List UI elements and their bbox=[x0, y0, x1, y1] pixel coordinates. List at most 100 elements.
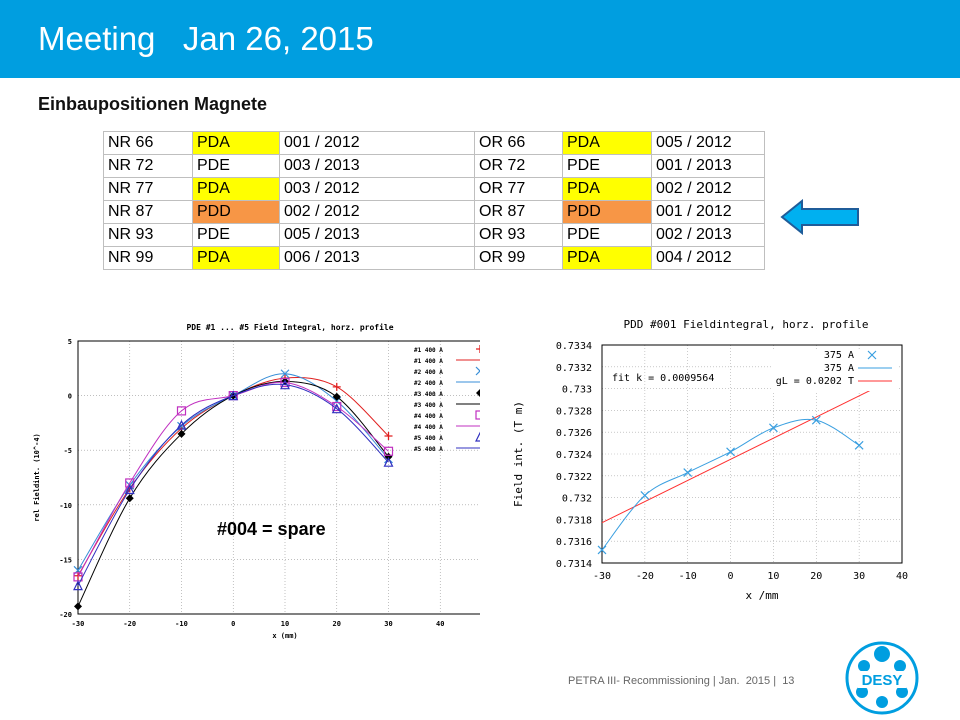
y-tick-label: 0.7324 bbox=[556, 450, 592, 461]
cell-or-position: OR 93 bbox=[474, 223, 563, 247]
x-tick-label: 40 bbox=[896, 571, 908, 582]
plot-frame bbox=[601, 344, 903, 564]
legend-marker bbox=[475, 431, 480, 442]
data-point bbox=[332, 392, 341, 401]
legend-marker bbox=[476, 345, 480, 353]
data-point bbox=[74, 602, 82, 611]
x-tick-label: -10 bbox=[175, 620, 188, 628]
data-point bbox=[228, 390, 239, 401]
x-tick-label: -30 bbox=[593, 571, 611, 582]
cell-nr-position: NR 99 bbox=[103, 246, 193, 270]
y-tick-label: 0 bbox=[68, 393, 72, 401]
chart-title: PDE #1 ... #5 Field Integral, horz. prof… bbox=[186, 322, 393, 332]
series-curve bbox=[77, 383, 389, 586]
data-point bbox=[176, 406, 187, 416]
x-tick-label: 20 bbox=[810, 571, 822, 582]
legend-label: 375 A bbox=[824, 350, 854, 361]
x-tick-label: -20 bbox=[636, 571, 654, 582]
cell-or-type: PDE bbox=[562, 154, 652, 178]
cell-or-type: PDD bbox=[562, 200, 652, 224]
y-tick-label: 0.732 bbox=[562, 494, 592, 505]
cell-or-position: OR 66 bbox=[474, 131, 563, 155]
cell-or-position: OR 87 bbox=[474, 200, 563, 224]
table-row: NR 87 PDD 002 / 2012 OR 87 PDD 001 / 2012 bbox=[103, 200, 765, 224]
legend-label: #5 400 A bbox=[414, 435, 443, 442]
y-tick-label: -15 bbox=[59, 556, 72, 564]
cell-or-position: OR 72 bbox=[474, 154, 563, 178]
y-tick-label: 0.7332 bbox=[556, 363, 592, 374]
cell-nr-date: 001 / 2012 bbox=[279, 131, 475, 155]
legend-box bbox=[772, 349, 898, 391]
x-tick-label: 10 bbox=[281, 620, 289, 628]
series-curve bbox=[77, 381, 389, 578]
legend-label: #3 400 A bbox=[414, 391, 443, 398]
data-point bbox=[73, 580, 83, 591]
data-point bbox=[280, 377, 290, 388]
legend-label: gL = 0.0202 T bbox=[776, 376, 854, 387]
plot-frame bbox=[77, 340, 480, 615]
table-row: NR 72 PDE 003 / 2013 OR 72 PDE 001 / 2013 bbox=[103, 154, 765, 178]
cell-nr-position: NR 66 bbox=[103, 131, 193, 155]
cell-nr-position: NR 87 bbox=[103, 200, 193, 224]
data-point bbox=[640, 490, 650, 500]
cell-nr-date: 006 / 2013 bbox=[279, 246, 475, 270]
cell-or-date: 002 / 2013 bbox=[651, 223, 765, 247]
x-tick-label: -30 bbox=[72, 620, 85, 628]
x-tick-label: 30 bbox=[384, 620, 392, 628]
legend-label: #3 400 A bbox=[414, 402, 443, 409]
data-point bbox=[726, 447, 735, 457]
legend-marker bbox=[475, 366, 480, 376]
title-bar: Meeting Jan 26, 2015 bbox=[0, 0, 960, 78]
pdd-field-integral-plot: PDD #001 Fieldintegral, horz. profile -30… bbox=[512, 318, 908, 602]
cell-or-date: 001 / 2012 bbox=[651, 200, 765, 224]
legend-label: #5 400 A bbox=[414, 446, 443, 453]
y-axis-label: Field int. (T m) bbox=[512, 401, 525, 507]
y-tick-label: -20 bbox=[59, 611, 72, 619]
legend-label: 375 A bbox=[824, 363, 854, 374]
table-row: NR 93 PDE 005 / 2013 OR 93 PDE 002 / 2013 bbox=[103, 223, 765, 247]
legend-marker bbox=[476, 389, 480, 397]
legend-label: #1 400 A bbox=[414, 358, 443, 365]
cell-nr-position: NR 93 bbox=[103, 223, 193, 247]
x-tick-label: -10 bbox=[679, 571, 697, 582]
y-tick-label: 0.7318 bbox=[556, 515, 592, 526]
x-tick-label: 20 bbox=[333, 620, 341, 628]
data-point bbox=[383, 456, 394, 467]
legend-label: #2 400 A bbox=[414, 380, 443, 387]
x-axis-label: x /mm bbox=[745, 589, 778, 602]
legend-marker bbox=[867, 350, 877, 360]
cell-or-type: PDA bbox=[562, 177, 652, 201]
cell-nr-type: PDA bbox=[192, 246, 280, 270]
y-tick-label: 0.7328 bbox=[556, 406, 592, 417]
x-tick-label: 0 bbox=[231, 620, 235, 628]
y-tick-label: 0.7326 bbox=[556, 428, 592, 439]
slide-title: Meeting Jan 26, 2015 bbox=[38, 20, 374, 57]
data-point bbox=[332, 382, 341, 391]
cell-or-type: PDA bbox=[562, 246, 652, 270]
cell-nr-position: NR 72 bbox=[103, 154, 193, 178]
legend-marker bbox=[475, 410, 480, 420]
data-point bbox=[597, 545, 607, 555]
cell-nr-date: 003 / 2013 bbox=[279, 154, 475, 178]
legend-label: #4 400 A bbox=[414, 413, 443, 420]
desy-logo-icon: DESY bbox=[845, 641, 919, 715]
y-tick-label: 0.7316 bbox=[556, 537, 592, 548]
series-curve bbox=[77, 373, 389, 571]
data-point bbox=[280, 379, 290, 390]
svg-text:DESY: DESY bbox=[862, 672, 903, 689]
fit-annotation: fit k = 0.0009564 bbox=[612, 373, 714, 384]
cell-nr-date: 002 / 2012 bbox=[279, 200, 475, 224]
cell-nr-date: 005 / 2013 bbox=[279, 223, 475, 247]
legend-label: #2 400 A bbox=[414, 369, 443, 376]
data-point bbox=[331, 403, 342, 414]
x-tick-label: 0 bbox=[728, 571, 734, 582]
table-row: NR 99 PDA 006 / 2013 OR 99 PDA 004 / 2012 bbox=[103, 246, 765, 270]
data-point bbox=[854, 440, 864, 450]
x-tick-label: 30 bbox=[853, 571, 865, 582]
x-axis-label: x (mm) bbox=[272, 632, 297, 640]
data-point bbox=[769, 423, 778, 433]
y-tick-label: -10 bbox=[59, 502, 72, 510]
data-point bbox=[683, 468, 693, 477]
cell-nr-type: PDE bbox=[192, 154, 280, 178]
data-point bbox=[811, 415, 821, 425]
